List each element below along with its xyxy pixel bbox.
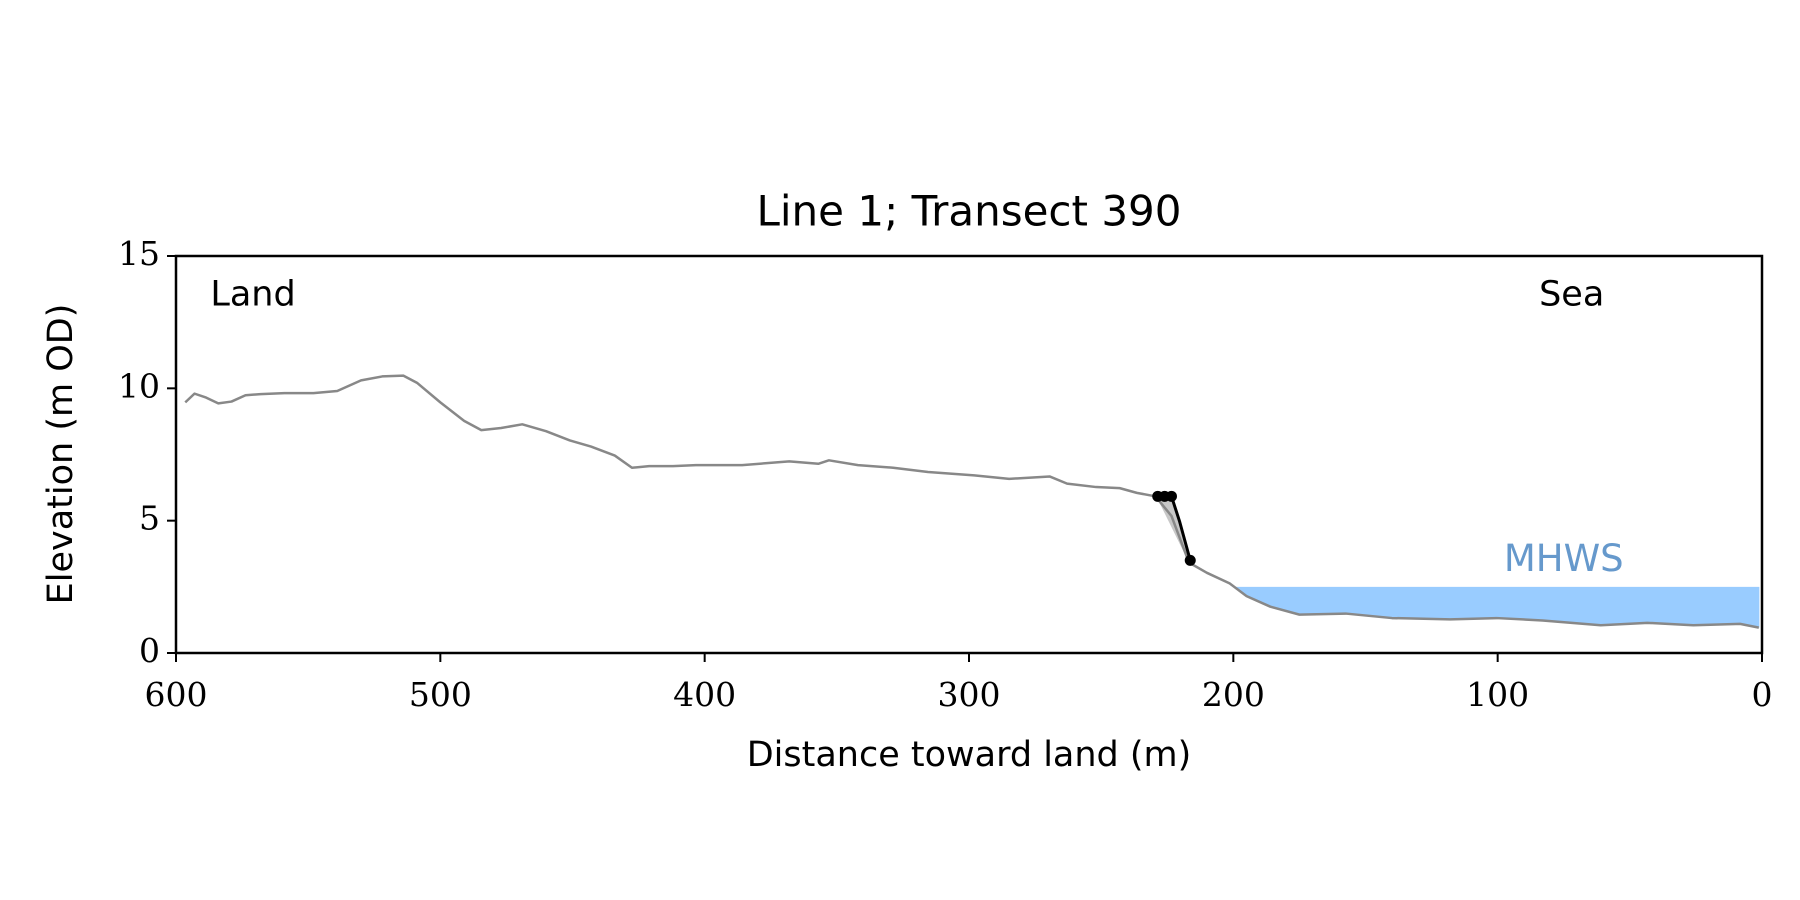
x-tick-label: 500 xyxy=(409,675,472,714)
cliff-point xyxy=(1184,554,1196,566)
y-tick-label: 0 xyxy=(139,631,160,670)
chart-title: Line 1; Transect 390 xyxy=(756,187,1181,236)
x-tick-label: 200 xyxy=(1202,675,1265,714)
x-tick-label: 400 xyxy=(673,675,736,714)
y-tick-label: 10 xyxy=(118,366,160,405)
y-tick-label: 5 xyxy=(139,499,160,538)
x-tick-label: 600 xyxy=(145,675,208,714)
annotation: Sea xyxy=(1539,275,1604,315)
mhws-label: MHWS xyxy=(1504,537,1624,580)
x-tick-label: 0 xyxy=(1752,675,1773,714)
cliff-point xyxy=(1165,490,1177,502)
x-axis-label: Distance toward land (m) xyxy=(747,735,1192,775)
y-tick-label: 15 xyxy=(118,234,160,273)
annotation: Land xyxy=(210,275,295,315)
x-tick-label: 100 xyxy=(1466,675,1529,714)
profile-line xyxy=(184,374,1760,629)
y-axis-label: Elevation (m OD) xyxy=(41,304,81,605)
x-tick-label: 300 xyxy=(938,675,1001,714)
mhws-fill xyxy=(1235,586,1760,628)
